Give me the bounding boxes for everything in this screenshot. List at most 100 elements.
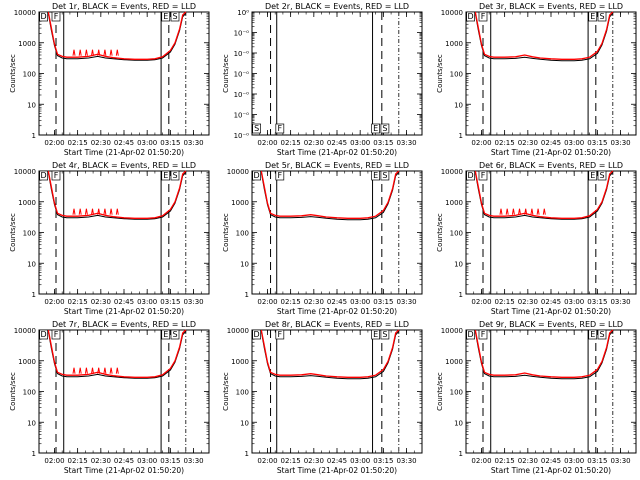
x-tick-label: 03:15 — [587, 139, 607, 147]
y-axis-label: Counts/sec — [436, 372, 444, 411]
x-tick-label: 03:15 — [160, 298, 180, 306]
y-tick-label: 100 — [450, 389, 463, 397]
y-axis-label: Counts/sec — [436, 54, 444, 93]
x-tick-label: 03:30 — [610, 298, 630, 306]
events-series-line — [260, 172, 400, 221]
lld-series-line — [474, 11, 614, 60]
x-tick-label: 02:45 — [114, 457, 134, 465]
plot-frame — [465, 329, 637, 454]
plot-frame — [38, 170, 210, 295]
panel-title: Det 7r, BLACK = Events, RED = LLD — [52, 320, 196, 329]
x-tick-label: 03:00 — [350, 139, 370, 147]
x-tick-label: 03:00 — [137, 457, 157, 465]
detector-panel-6: Det 6r, BLACK = Events, RED = LLD 1 10 100 1… — [436, 161, 637, 316]
event-marker-label: F — [481, 330, 486, 339]
detector-panel-1: Det 1r, BLACK = Events, RED = LLD 1 10 100 1… — [9, 2, 210, 157]
y-tick-label: 1000 — [231, 358, 249, 366]
detector-panel-3: Det 3r, BLACK = Events, RED = LLD 1 10 100 1… — [436, 2, 637, 157]
plot-frame — [38, 329, 210, 454]
events-series-line — [47, 13, 187, 61]
y-tick-label: 10000 — [441, 9, 463, 17]
y-tick-label: 1 — [245, 291, 249, 299]
x-tick-label: 03:15 — [587, 457, 607, 465]
y-axis-label: Counts/sec — [436, 213, 444, 252]
event-marker-box — [597, 11, 607, 22]
x-tick-label: 03:30 — [610, 457, 630, 465]
event-marker-label: S — [599, 171, 604, 180]
y-tick-label: 10 — [454, 419, 463, 427]
y-tick-label: 100 — [23, 71, 36, 79]
y-tick-label: 10 — [454, 101, 463, 109]
event-marker-label: D — [468, 171, 474, 180]
event-marker-box — [39, 11, 48, 22]
y-tick-label: 10 — [27, 260, 36, 268]
plot-frame — [465, 170, 637, 295]
lld-series-line — [47, 170, 187, 219]
lld-series-line — [260, 329, 400, 378]
y-tick-label: 1 — [32, 291, 36, 299]
event-marker-label: S — [172, 12, 177, 21]
event-marker-label: D — [41, 12, 47, 21]
y-tick-label: 1000 — [445, 358, 463, 366]
event-marker-label: S — [382, 124, 387, 133]
x-tick-label: 03:00 — [137, 139, 157, 147]
event-marker-label: F — [481, 12, 486, 21]
event-marker-box — [275, 329, 285, 340]
event-marker-box — [588, 170, 598, 181]
event-marker-box — [39, 329, 48, 340]
y-tick-label: 10 — [27, 101, 36, 109]
event-marker-label: F — [54, 330, 59, 339]
event-marker-box — [380, 170, 390, 181]
event-marker-label: S — [254, 124, 259, 133]
panel-title: Det 2r, BLACK = Events, RED = LLD — [265, 2, 409, 11]
event-marker-box — [478, 170, 488, 181]
y-tick-label: 10000 — [227, 168, 249, 176]
x-tick-label: 03:15 — [160, 139, 180, 147]
event-marker-label: E — [373, 171, 378, 180]
x-tick-label: 02:45 — [541, 457, 561, 465]
x-axis-label: Start Time (21-Apr-02 01:50:20) — [277, 466, 397, 475]
y-tick-label: 1000 — [18, 40, 36, 48]
event-marker-label: E — [590, 330, 595, 339]
event-marker-label: D — [41, 330, 47, 339]
y-tick-label: 1000 — [445, 40, 463, 48]
event-marker-label: E — [590, 171, 595, 180]
x-tick-label: 02:45 — [541, 298, 561, 306]
event-marker-box — [371, 170, 380, 181]
lld-series-line — [474, 170, 614, 219]
x-tick-label: 02:45 — [114, 139, 134, 147]
event-marker-box — [170, 11, 180, 22]
x-tick-label: 02:00 — [471, 298, 491, 306]
event-marker-label: F — [54, 12, 59, 21]
x-tick-label: 02:30 — [304, 298, 324, 306]
y-tick-label: 10⁻⁰ — [234, 71, 250, 79]
y-tick-label: 10 — [27, 419, 36, 427]
lld-series-line — [47, 329, 187, 378]
event-marker-box — [51, 11, 61, 22]
y-tick-label: 100 — [23, 389, 36, 397]
x-tick-label: 03:30 — [183, 139, 203, 147]
panel-title: Det 1r, BLACK = Events, RED = LLD — [52, 2, 196, 11]
event-marker-box — [161, 329, 171, 340]
y-tick-label: 10000 — [441, 327, 463, 335]
event-marker-label: D — [41, 171, 47, 180]
events-series-line — [474, 331, 614, 380]
event-marker-box — [275, 123, 285, 134]
x-tick-label: 02:30 — [518, 139, 538, 147]
event-marker-label: D — [468, 12, 474, 21]
x-tick-label: 02:00 — [44, 457, 64, 465]
x-tick-label: 02:15 — [281, 139, 301, 147]
event-marker-box — [252, 170, 261, 181]
x-tick-label: 02:30 — [304, 139, 324, 147]
x-tick-label: 03:30 — [396, 139, 416, 147]
x-tick-label: 02:00 — [257, 457, 277, 465]
y-axis-label: Counts/sec — [222, 372, 230, 411]
x-tick-label: 03:00 — [564, 457, 584, 465]
event-marker-box — [371, 329, 380, 340]
events-series-line — [474, 13, 614, 62]
x-tick-label: 02:15 — [495, 298, 515, 306]
panel-title: Det 4r, BLACK = Events, RED = LLD — [52, 161, 196, 170]
lld-spikes — [72, 367, 119, 374]
lld-series-line — [474, 329, 614, 378]
events-series-line — [260, 331, 400, 380]
